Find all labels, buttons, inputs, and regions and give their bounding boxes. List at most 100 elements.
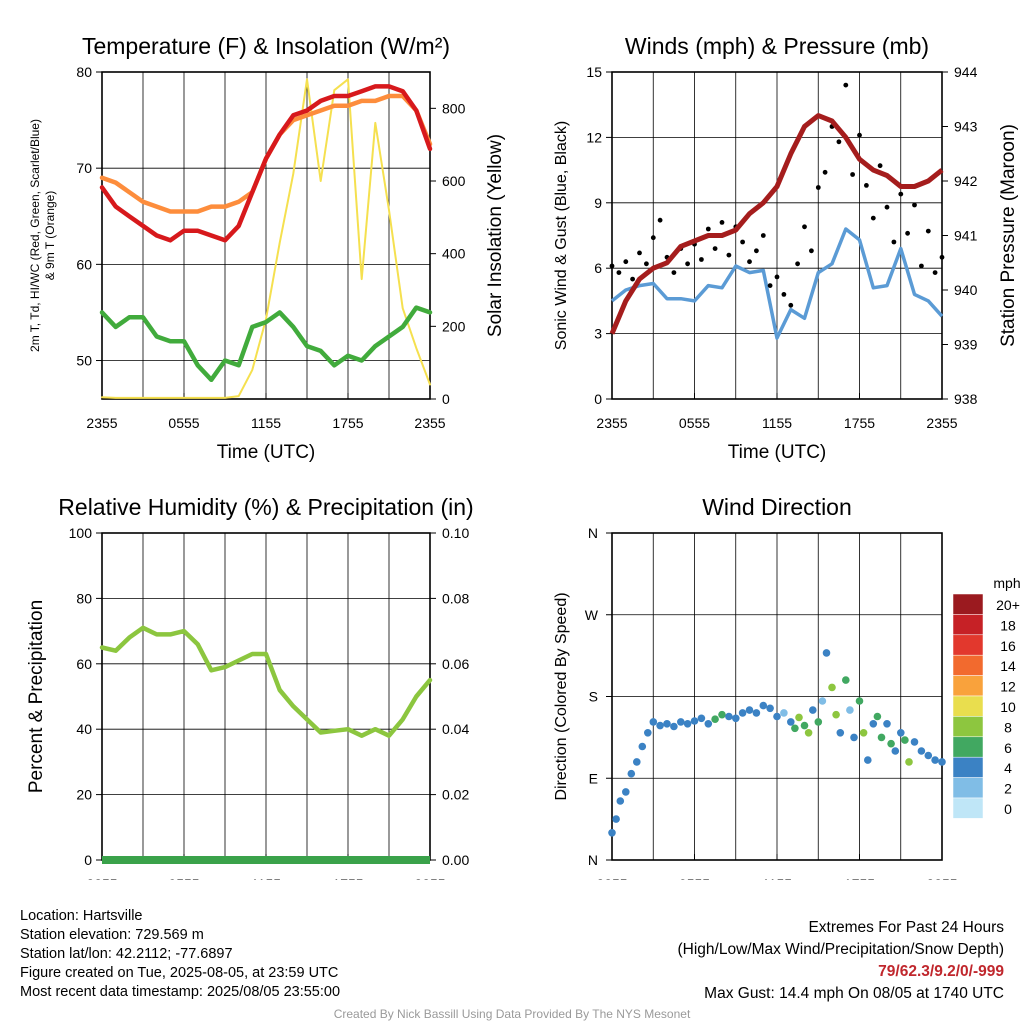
- y-axis-label: Percent & Precipitation: [26, 600, 47, 793]
- direction-point: [832, 710, 840, 719]
- y2-tick-label: 944: [954, 64, 978, 80]
- series-line-sonic-wind: [610, 227, 944, 340]
- gust-point: [884, 204, 890, 210]
- gust-point: [905, 230, 910, 236]
- y2-tick-label: 400: [442, 246, 466, 262]
- gust-point: [815, 185, 821, 190]
- x-tick-label: 1155: [251, 876, 281, 880]
- x-tick-label: 0555: [168, 415, 199, 431]
- gust-point: [802, 224, 807, 230]
- direction-point: [670, 722, 678, 731]
- direction-point: [638, 742, 647, 751]
- plot-frame: [101, 71, 431, 400]
- x-tick-label: 1755: [844, 876, 875, 880]
- legend-label: 20+: [996, 597, 1020, 613]
- x-tick-label: 1155: [762, 876, 792, 880]
- y2-tick-label: 941: [954, 228, 978, 244]
- gust-point: [939, 254, 945, 260]
- direction-point: [656, 721, 664, 730]
- direction-point: [773, 712, 781, 721]
- direction-point: [627, 769, 636, 778]
- y-axis-label-line1: 2m T, Td, HI/WC (Red, Green, Scarlet/Blu…: [28, 119, 42, 352]
- legend-swatch: [952, 736, 984, 758]
- direction-point: [822, 649, 831, 657]
- series-line-2m-td: [99, 305, 433, 383]
- y-tick-label: 80: [76, 590, 92, 606]
- extremes-values: 79/62.3/9.2/0/-999: [878, 963, 1004, 980]
- gust-point: [685, 261, 690, 267]
- x-tick-label: 0555: [168, 876, 199, 880]
- direction-point: [663, 720, 671, 728]
- gust-point: [754, 248, 759, 254]
- direction-point: [859, 729, 868, 737]
- chart-title: Wind Direction: [702, 494, 852, 520]
- y-tick-label: 50: [76, 353, 92, 369]
- direction-point: [883, 720, 891, 728]
- gust-point: [912, 202, 917, 208]
- figure-created: Figure created on Tue, 2025-08-05, at 23…: [20, 965, 339, 981]
- gust-point: [616, 270, 622, 275]
- direction-point: [910, 738, 919, 746]
- series-line-solar-insolation: [101, 78, 431, 399]
- direction-point: [873, 712, 882, 721]
- credit-line: Created By Nick Bassill Using Data Provi…: [333, 1007, 691, 1021]
- gust-point: [898, 191, 904, 197]
- y2-tick-label: 0.06: [442, 656, 469, 672]
- y-tick-label: N: [588, 852, 598, 868]
- direction-point: [711, 715, 719, 723]
- extremes-fields: (High/Low/Max Wind/Precipitation/Snow De…: [677, 941, 1005, 958]
- panel-3: 0 20 40 60 80 100 0.00 0.02 0.04 0.06 0.08 0.10 2355…: [26, 494, 474, 880]
- gust-point: [795, 261, 800, 267]
- direction-point: [905, 758, 913, 766]
- x-tick-label: 1755: [332, 415, 363, 431]
- y-tick-label: 80: [76, 64, 92, 80]
- direction-point: [828, 683, 836, 692]
- gust-point: [671, 270, 677, 275]
- legend-label: 14: [1000, 658, 1016, 674]
- y-tick-label: E: [589, 770, 598, 786]
- y2-tick-label: 800: [442, 100, 466, 116]
- legend-swatch: [952, 654, 984, 676]
- direction-point: [677, 718, 685, 726]
- direction-point: [633, 758, 641, 766]
- direction-point: [931, 756, 939, 764]
- gust-point: [726, 252, 732, 258]
- direction-point: [938, 758, 946, 766]
- direction-point: [608, 829, 616, 837]
- y-tick-label: 0: [84, 852, 92, 868]
- legend-swatch: [952, 756, 984, 778]
- y2-tick-label: 200: [442, 318, 466, 334]
- legend-swatch: [952, 716, 984, 738]
- gust-point: [836, 139, 842, 145]
- y-tick-label: 60: [76, 656, 92, 672]
- legend-swatch: [952, 695, 984, 717]
- y-tick-label: N: [588, 525, 598, 541]
- direction-point: [814, 718, 823, 726]
- direction-point: [887, 739, 895, 748]
- direction-point: [901, 736, 909, 744]
- y2-tick-label: 0.10: [442, 525, 469, 541]
- y2-tick-label: 0.00: [442, 852, 469, 868]
- x-tick-label: 1155: [251, 415, 281, 431]
- direction-point: [738, 709, 747, 717]
- y2-axis-label: Solar Insolation (Yellow): [485, 134, 506, 337]
- y2-tick-label: 0: [442, 391, 450, 407]
- chart-title: Temperature (F) & Insolation (W/m²): [82, 33, 450, 59]
- direction-point: [787, 718, 795, 726]
- direction-point: [804, 729, 813, 737]
- y-tick-label: 15: [586, 64, 602, 80]
- y-tick-label: S: [589, 689, 598, 705]
- direction-point: [683, 720, 692, 728]
- legend-swatch: [952, 675, 984, 697]
- legend-swatch: [952, 593, 984, 615]
- x-axis-label: Time (UTC): [728, 442, 827, 463]
- recent-timestamp: Most recent data timestamp: 2025/08/05 2…: [20, 984, 341, 1000]
- y2-axis-label: Station Pressure (Maroon): [998, 124, 1019, 347]
- series-line-relative-humidity: [99, 625, 433, 738]
- legend-label: 12: [1000, 679, 1016, 695]
- y2-tick-label: 939: [954, 337, 978, 353]
- direction-point: [891, 747, 900, 755]
- extremes-title: Extremes For Past 24 Hours: [808, 919, 1004, 936]
- legend-label: 10: [1000, 699, 1016, 715]
